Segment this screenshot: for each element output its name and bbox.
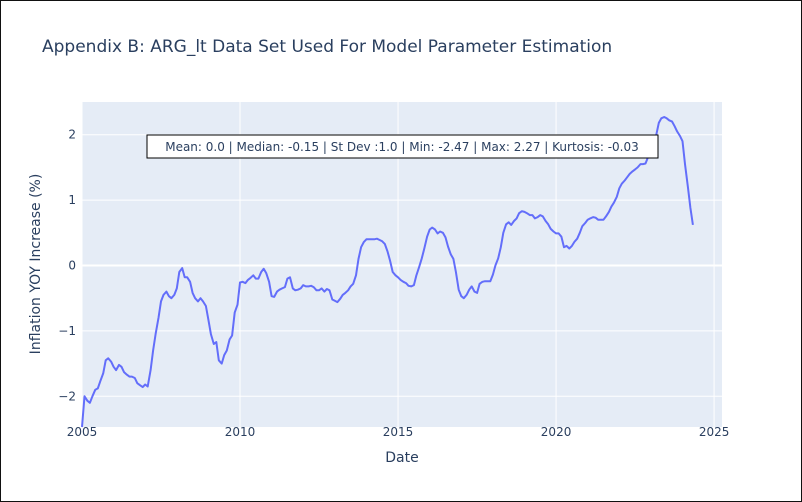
y-tick-labels: 2 1 0 −1 −2 xyxy=(58,128,76,404)
x-tick-label: 2005 xyxy=(67,425,98,439)
y-tick-label: 2 xyxy=(68,128,76,142)
stats-annotation: Mean: 0.0 | Median: -0.15 | St Dev :1.0 … xyxy=(165,140,639,154)
stats-annotation-box xyxy=(146,134,659,159)
y-tick-label: −2 xyxy=(58,389,76,403)
x-tick-label: 2025 xyxy=(699,425,730,439)
y-axis-title: Inflation YOY Increase (%) xyxy=(28,174,44,355)
x-tick-label: 2015 xyxy=(383,425,414,439)
y-tick-label: 0 xyxy=(68,258,76,272)
x-axis-title: Date xyxy=(385,450,418,466)
y-tick-label: 1 xyxy=(68,193,76,207)
x-tick-label: 2010 xyxy=(225,425,256,439)
series-line xyxy=(81,116,694,428)
y-tick-label: −1 xyxy=(58,324,76,338)
x-tick-label: 2020 xyxy=(541,425,572,439)
x-tick-labels: 2005 2010 2015 2020 2025 xyxy=(67,425,730,439)
chart-title: Appendix B: ARG_lt Data Set Used For Mod… xyxy=(42,37,612,57)
